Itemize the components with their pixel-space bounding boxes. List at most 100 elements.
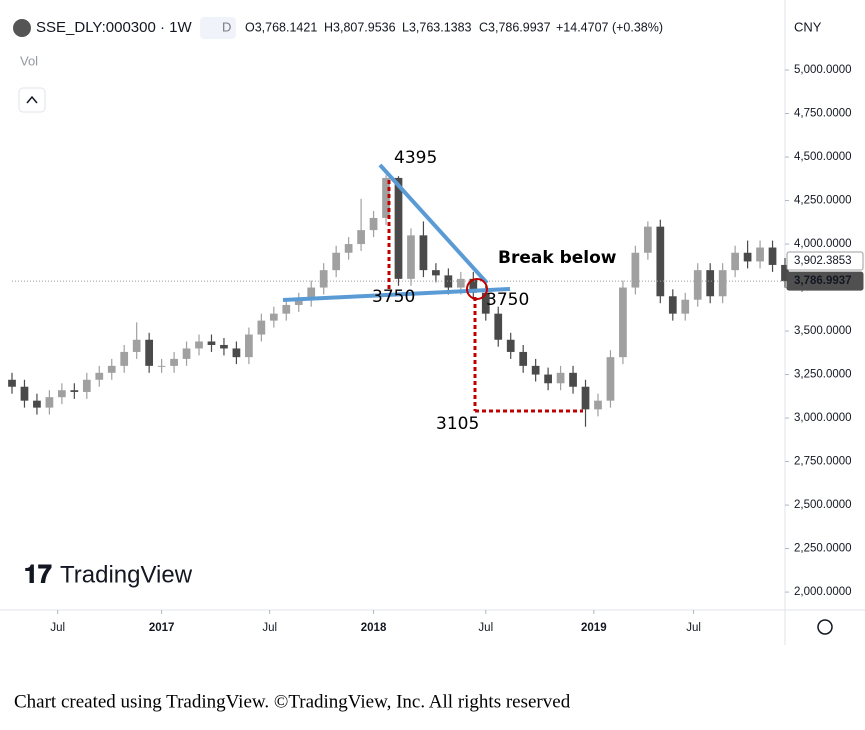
candle-body — [569, 372, 577, 387]
candle-body — [768, 247, 777, 265]
candle-body — [756, 247, 764, 262]
price-tag-label: 3,786.9937 — [794, 275, 852, 287]
candle-body — [33, 400, 41, 408]
candle-body — [469, 278, 478, 293]
price-tag-label: 3,902.3853 — [794, 255, 852, 267]
candle-body — [619, 287, 627, 358]
collapse-button[interactable] — [18, 87, 46, 113]
candle-body — [344, 244, 353, 253]
candle-body — [232, 348, 241, 358]
y-tick-label: 5,000.0000 — [794, 64, 852, 76]
interval-button[interactable] — [200, 17, 236, 39]
y-tick-label: 4,500.0000 — [794, 151, 852, 163]
symbol: SSE_DLY:000300 · 1W — [36, 19, 192, 36]
candle-body — [319, 270, 328, 288]
candle-body — [419, 235, 428, 271]
candle-body — [581, 386, 590, 410]
candle-body — [120, 351, 129, 366]
candle-body — [481, 292, 490, 314]
candle-body — [195, 341, 203, 349]
candle-body — [45, 397, 54, 408]
candle-body — [432, 270, 440, 276]
support-line — [282, 287, 511, 302]
resistance-line — [378, 163, 489, 285]
ohlc-open: O3,768.1421 — [245, 20, 317, 34]
annotation: Break below — [498, 248, 617, 268]
candle-body — [444, 275, 453, 288]
candle-body — [681, 299, 690, 314]
ohlc-change: +14.4707 (+0.38%) — [556, 20, 663, 34]
interval: D — [222, 19, 231, 34]
candle-body — [606, 357, 615, 401]
caption: Chart created using TradingView. ©Tradin… — [14, 691, 571, 712]
symbol-icon — [13, 19, 31, 37]
x-tick-label: 2018 — [361, 622, 387, 634]
candle-body — [668, 296, 677, 314]
logo-mark: 𝟏𝟕 — [24, 561, 52, 589]
ohlc-low: L3,763.1383 — [402, 20, 472, 34]
x-tick-label: Jul — [262, 622, 277, 634]
candle-body — [531, 365, 540, 375]
candle-body — [182, 348, 191, 359]
annotation: 3750 — [486, 290, 529, 310]
candle-body — [781, 264, 789, 282]
volume-label: Vol — [20, 53, 38, 68]
price-tag — [786, 251, 864, 271]
y-tick-label: 4,250.0000 — [794, 195, 852, 207]
candle-body — [407, 235, 415, 279]
candle-body — [257, 320, 266, 335]
settings-icon[interactable] — [817, 619, 833, 635]
candle-body — [494, 313, 503, 340]
y-tick-label: 4,000.0000 — [794, 238, 852, 250]
candle-body — [693, 270, 702, 300]
candle-body — [718, 270, 727, 297]
candle-body — [132, 339, 141, 352]
y-tick-label: 3,500.0000 — [794, 325, 852, 337]
candle-body — [594, 400, 602, 410]
x-tick-label: Jul — [686, 622, 701, 634]
candle-body — [282, 304, 291, 314]
price-tag — [786, 271, 864, 291]
ohlc-close: C3,786.9937 — [479, 20, 551, 34]
y-tick-label: 3,250.0000 — [794, 369, 852, 381]
candle-body — [357, 230, 365, 245]
currency[interactable]: CNY — [794, 19, 822, 34]
y-tick-label: 2,750.0000 — [794, 456, 852, 468]
candle-body — [58, 390, 66, 398]
annotation: 4395 — [394, 148, 437, 168]
candle-body — [157, 365, 166, 367]
x-tick-label: Jul — [478, 622, 493, 634]
candle-body — [456, 278, 465, 288]
candle-body — [8, 379, 16, 387]
candle-body — [307, 287, 316, 300]
y-tick-label: 3,000.0000 — [794, 412, 852, 424]
x-tick-label: Jul — [50, 622, 65, 634]
candle-body — [170, 358, 178, 366]
plot — [8, 69, 789, 614]
x-tick-label: 2019 — [581, 622, 607, 634]
candle-body — [145, 339, 154, 366]
candle-body — [506, 339, 515, 352]
candle-body — [643, 226, 652, 253]
candle-body — [631, 252, 640, 288]
y-tick-label: 4,750.0000 — [794, 108, 852, 120]
candle-body — [394, 177, 403, 279]
candle-body — [70, 390, 79, 392]
collapse-icon — [26, 95, 38, 104]
break-circle — [466, 278, 488, 300]
candle-body — [369, 217, 378, 231]
candle-body — [207, 341, 216, 345]
candle-body — [519, 351, 528, 366]
candle-body — [544, 374, 552, 384]
candle-body — [294, 299, 303, 305]
logo: TradingView — [60, 561, 193, 588]
x-tick-label: 2017 — [149, 622, 175, 634]
candle-body — [269, 313, 278, 321]
candle-body — [220, 344, 228, 349]
candle-body — [332, 252, 341, 271]
annotation: 3750 — [372, 287, 415, 307]
candle-body — [95, 372, 104, 380]
